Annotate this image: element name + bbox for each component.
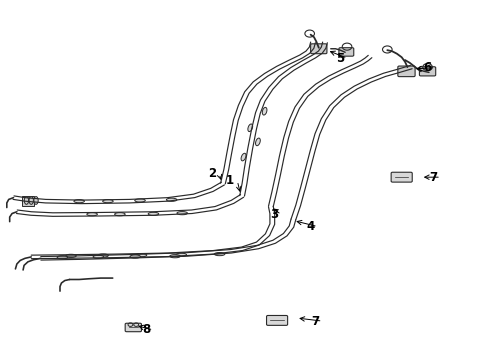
Ellipse shape	[247, 124, 252, 132]
Text: 1: 1	[225, 174, 234, 187]
FancyBboxPatch shape	[125, 323, 141, 332]
Ellipse shape	[214, 252, 224, 256]
Text: 4: 4	[306, 220, 314, 233]
Ellipse shape	[102, 199, 113, 203]
Ellipse shape	[130, 255, 140, 258]
Ellipse shape	[262, 107, 266, 115]
Text: 8: 8	[142, 323, 150, 337]
Text: 7: 7	[429, 171, 437, 184]
FancyBboxPatch shape	[390, 172, 411, 182]
Ellipse shape	[87, 213, 97, 216]
Text: 2: 2	[207, 167, 216, 180]
Ellipse shape	[169, 255, 180, 258]
Ellipse shape	[93, 255, 103, 258]
Ellipse shape	[74, 199, 84, 203]
Ellipse shape	[176, 253, 186, 256]
Ellipse shape	[166, 198, 177, 201]
Ellipse shape	[177, 212, 187, 215]
FancyBboxPatch shape	[266, 315, 287, 325]
Ellipse shape	[57, 256, 67, 259]
Ellipse shape	[65, 254, 76, 257]
Ellipse shape	[24, 197, 29, 204]
Ellipse shape	[255, 138, 260, 146]
FancyBboxPatch shape	[397, 66, 414, 77]
Ellipse shape	[136, 253, 146, 257]
FancyBboxPatch shape	[310, 44, 326, 54]
Ellipse shape	[114, 213, 125, 216]
FancyBboxPatch shape	[419, 67, 435, 76]
FancyBboxPatch shape	[338, 48, 353, 56]
Bar	[22, 196, 34, 207]
Ellipse shape	[34, 197, 38, 204]
Ellipse shape	[148, 212, 159, 215]
Ellipse shape	[135, 199, 145, 202]
Text: 7: 7	[311, 315, 319, 328]
Ellipse shape	[241, 153, 245, 161]
Ellipse shape	[98, 254, 108, 257]
Text: 3: 3	[269, 208, 278, 221]
Text: 5: 5	[336, 52, 344, 65]
Text: 6: 6	[423, 61, 431, 74]
Ellipse shape	[29, 197, 33, 204]
